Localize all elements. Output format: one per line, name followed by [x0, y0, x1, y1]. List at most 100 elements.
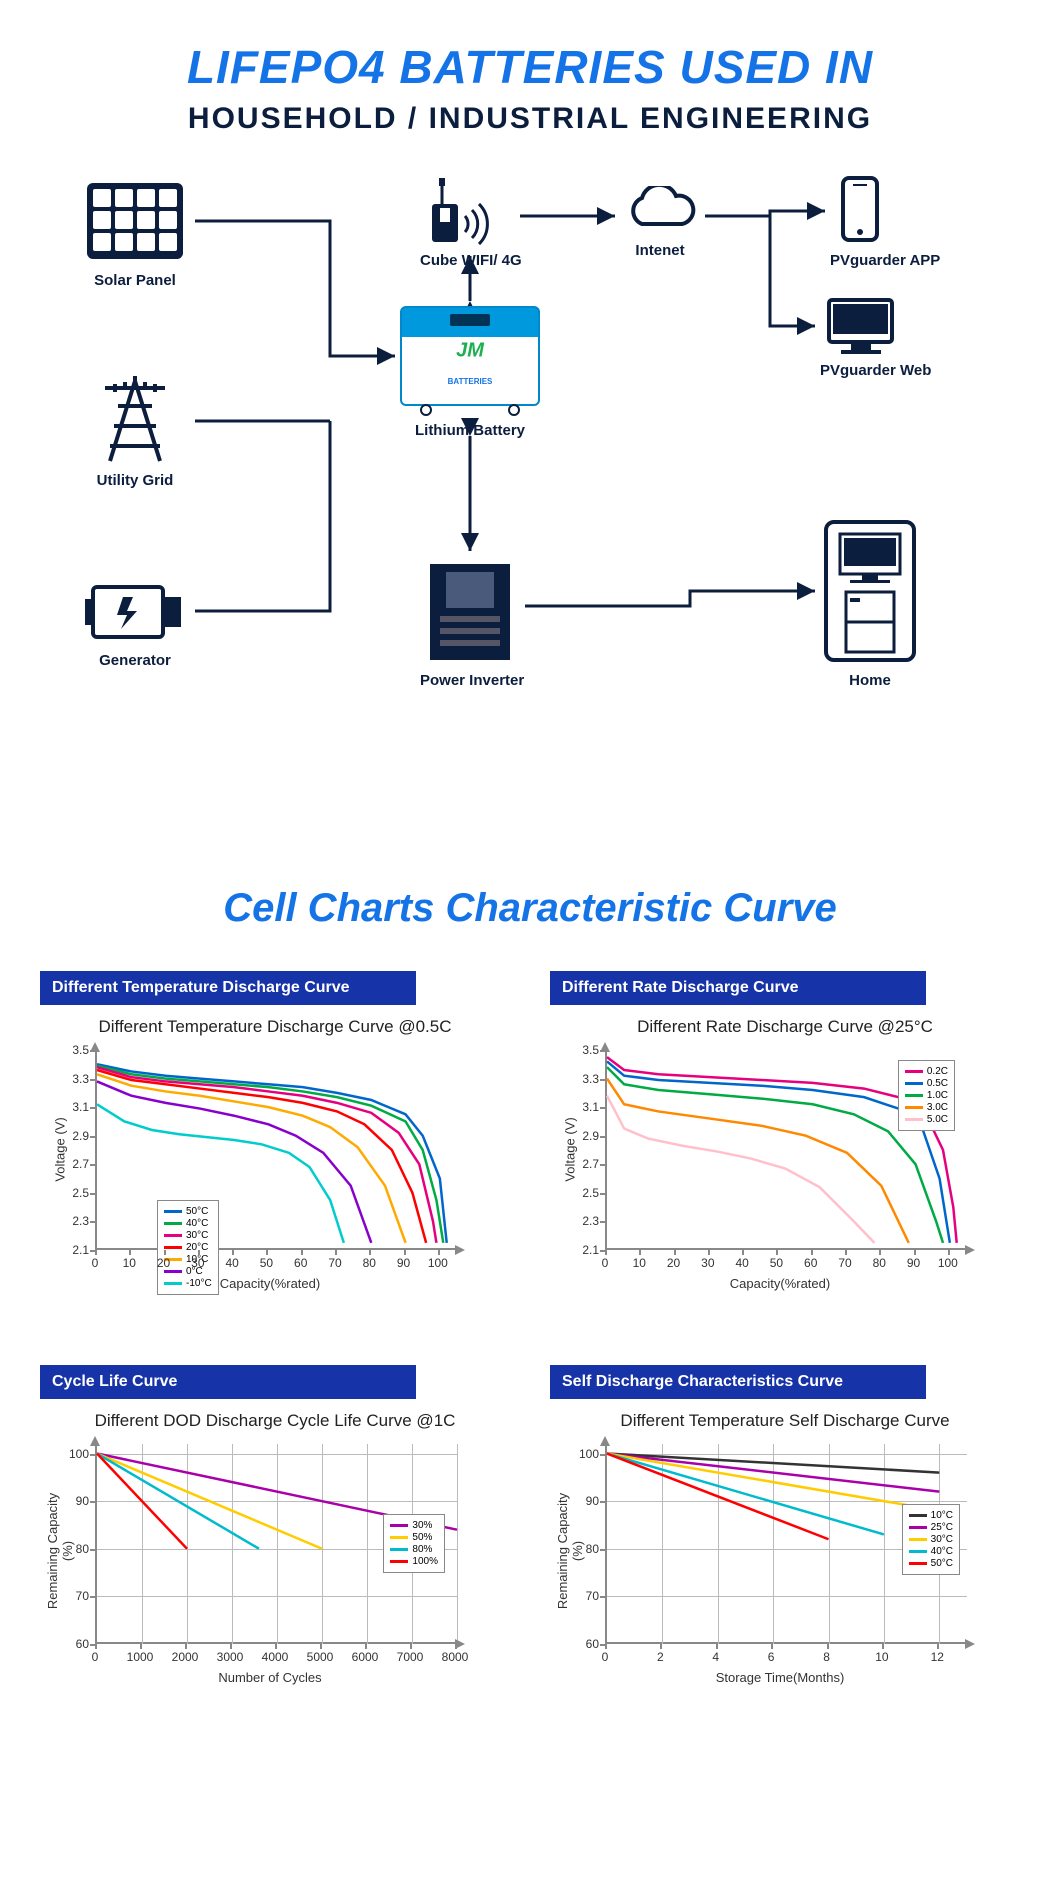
ylabel: Voltage (V) — [563, 1080, 578, 1220]
legend-item: 30% — [390, 1520, 438, 1531]
ytick: 2.1 — [72, 1243, 89, 1257]
ytick: 60 — [586, 1637, 599, 1651]
battery-logo-sub: BATTERIES — [448, 377, 493, 386]
xlabel: Capacity(%rated) — [550, 1276, 1010, 1291]
xtick: 50 — [761, 1256, 791, 1270]
node-app: PVguarder APP — [830, 176, 940, 269]
legend: 30%50%80%100% — [383, 1514, 445, 1573]
series-line — [607, 1096, 874, 1243]
xtick: 20 — [149, 1256, 179, 1270]
legend-item: 10°C — [909, 1510, 953, 1521]
xtick: 4 — [701, 1650, 731, 1664]
chart-subtitle: Different Rate Discharge Curve @25°C — [550, 1017, 1020, 1037]
legend-item: 80% — [390, 1544, 438, 1555]
xtick: 90 — [389, 1256, 419, 1270]
chart-temp-discharge: Different Temperature Discharge CurveDif… — [40, 971, 510, 1305]
xtick: 90 — [899, 1256, 929, 1270]
node-solar: Solar Panel — [80, 176, 190, 289]
wifi-label: Cube WIFI/ 4G — [420, 252, 522, 269]
ytick: 60 — [76, 1637, 89, 1651]
node-inverter: Power Inverter — [420, 556, 524, 689]
series-line — [97, 1454, 187, 1549]
xtick: 0 — [590, 1650, 620, 1664]
xlabel: Storage Time(Months) — [550, 1670, 1010, 1685]
ytick: 90 — [76, 1494, 89, 1508]
chart-cycle-life: Cycle Life CurveDifferent DOD Discharge … — [40, 1365, 510, 1699]
xtick: 1000 — [125, 1650, 155, 1664]
xtick: 2000 — [170, 1650, 200, 1664]
home-icon — [820, 516, 920, 666]
app-icon — [830, 176, 890, 246]
xlabel: Number of Cycles — [40, 1670, 500, 1685]
chart-header: Different Temperature Discharge Curve — [40, 971, 416, 1005]
xtick: 10 — [114, 1256, 144, 1270]
grid-label: Utility Grid — [80, 472, 190, 489]
xtick: 50 — [251, 1256, 281, 1270]
grid-icon — [80, 376, 190, 466]
xtick: 10 — [624, 1256, 654, 1270]
main-title: LIFEPO4 BATTERIES USED IN — [50, 40, 1010, 94]
xtick: 0 — [80, 1256, 110, 1270]
xtick: 12 — [922, 1650, 952, 1664]
home-label: Home — [820, 672, 920, 689]
ylabel: Voltage (V) — [53, 1080, 68, 1220]
ytick: 2.5 — [72, 1186, 89, 1200]
node-grid: Utility Grid — [80, 376, 190, 489]
xtick: 6000 — [350, 1650, 380, 1664]
xtick: 8000 — [440, 1650, 470, 1664]
ytick: 3.5 — [582, 1043, 599, 1057]
xtick: 0 — [590, 1256, 620, 1270]
xtick: 8 — [812, 1650, 842, 1664]
ylabel: Remaining Capacity (%) — [45, 1481, 75, 1621]
legend-item: 5.0C — [905, 1114, 948, 1125]
ytick: 100 — [69, 1447, 89, 1461]
web-icon — [820, 296, 900, 356]
ytick: 3.5 — [72, 1043, 89, 1057]
xtick: 80 — [354, 1256, 384, 1270]
solar-label: Solar Panel — [80, 272, 190, 289]
xtick: 0 — [80, 1650, 110, 1664]
battery-icon: JM BATTERIES — [400, 306, 540, 406]
ytick: 2.7 — [72, 1157, 89, 1171]
xtick: 40 — [727, 1256, 757, 1270]
chart-header: Self Discharge Characteristics Curve — [550, 1365, 926, 1399]
system-diagram: Solar Panel Utility Grid Generator Cube WIF… — [50, 176, 1010, 726]
ytick: 3.3 — [582, 1072, 599, 1086]
xtick: 4000 — [260, 1650, 290, 1664]
legend-item: 40°C — [909, 1546, 953, 1557]
charts-section-title: Cell Charts Characteristic Curve — [40, 886, 1020, 931]
chart-area: 0.2C0.5C1.0C3.0C5.0C2.12.32.52.72.93.13.… — [550, 1045, 1010, 1305]
ytick: 2.9 — [72, 1129, 89, 1143]
inverter-label: Power Inverter — [420, 672, 524, 689]
generator-label: Generator — [80, 652, 190, 669]
sub-title: HOUSEHOLD / INDUSTRIAL ENGINEERING — [50, 102, 1010, 136]
xtick: 10 — [867, 1650, 897, 1664]
xtick: 2 — [645, 1650, 675, 1664]
legend-item: 50°C — [909, 1558, 953, 1569]
chart-self-discharge: Self Discharge Characteristics Curve Diff… — [550, 1365, 1020, 1699]
ylabel: Remaining Capacity (%) — [555, 1481, 585, 1621]
xtick: 6 — [756, 1650, 786, 1664]
chart-header: Cycle Life Curve — [40, 1365, 416, 1399]
series-line — [97, 1454, 322, 1549]
chart-subtitle: Different Temperature Self Discharge Cur… — [550, 1411, 1020, 1431]
xtick: 40 — [217, 1256, 247, 1270]
battery-logo: JM — [456, 340, 484, 363]
ytick: 3.1 — [582, 1100, 599, 1114]
xtick: 5000 — [305, 1650, 335, 1664]
internet-label: Intenet — [620, 242, 700, 259]
legend-item: 100% — [390, 1556, 438, 1567]
inverter-icon — [420, 556, 520, 666]
series-line — [97, 1074, 406, 1243]
node-home: Home — [820, 516, 920, 689]
xtick: 30 — [183, 1256, 213, 1270]
legend-item: 40°C — [164, 1218, 212, 1229]
xtick: 70 — [320, 1256, 350, 1270]
legend-item: 0.5C — [905, 1078, 948, 1089]
legend-item: 3.0C — [905, 1102, 948, 1113]
chart-area: 30%50%80%100%607080901000100020003000400… — [40, 1439, 500, 1699]
chart-area: 10°C25°C30°C40°C50°C60708090100024681012… — [550, 1439, 1010, 1699]
chart-header: Different Rate Discharge Curve — [550, 971, 926, 1005]
xtick: 100 — [423, 1256, 453, 1270]
generator-icon — [80, 576, 190, 646]
